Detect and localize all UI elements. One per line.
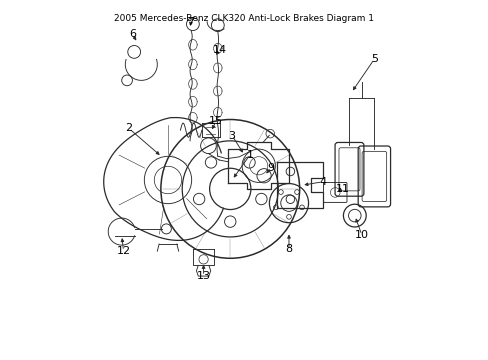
Text: 12: 12 bbox=[116, 246, 130, 256]
Text: 14: 14 bbox=[212, 45, 226, 55]
Text: 13: 13 bbox=[196, 271, 210, 281]
Text: 4: 4 bbox=[319, 177, 325, 187]
Text: 2: 2 bbox=[125, 123, 132, 134]
Text: 1: 1 bbox=[246, 150, 253, 160]
Text: 8: 8 bbox=[285, 244, 292, 255]
Text: 9: 9 bbox=[267, 163, 274, 172]
Text: 5: 5 bbox=[370, 54, 377, 64]
Text: 2005 Mercedes-Benz CLK320 Anti-Lock Brakes Diagram 1: 2005 Mercedes-Benz CLK320 Anti-Lock Brak… bbox=[114, 14, 374, 23]
Text: 3: 3 bbox=[228, 131, 235, 140]
Text: 10: 10 bbox=[354, 230, 368, 240]
Text: 7: 7 bbox=[187, 17, 194, 27]
Text: 15: 15 bbox=[208, 116, 223, 126]
Text: 11: 11 bbox=[335, 184, 348, 194]
Text: 6: 6 bbox=[129, 29, 136, 39]
